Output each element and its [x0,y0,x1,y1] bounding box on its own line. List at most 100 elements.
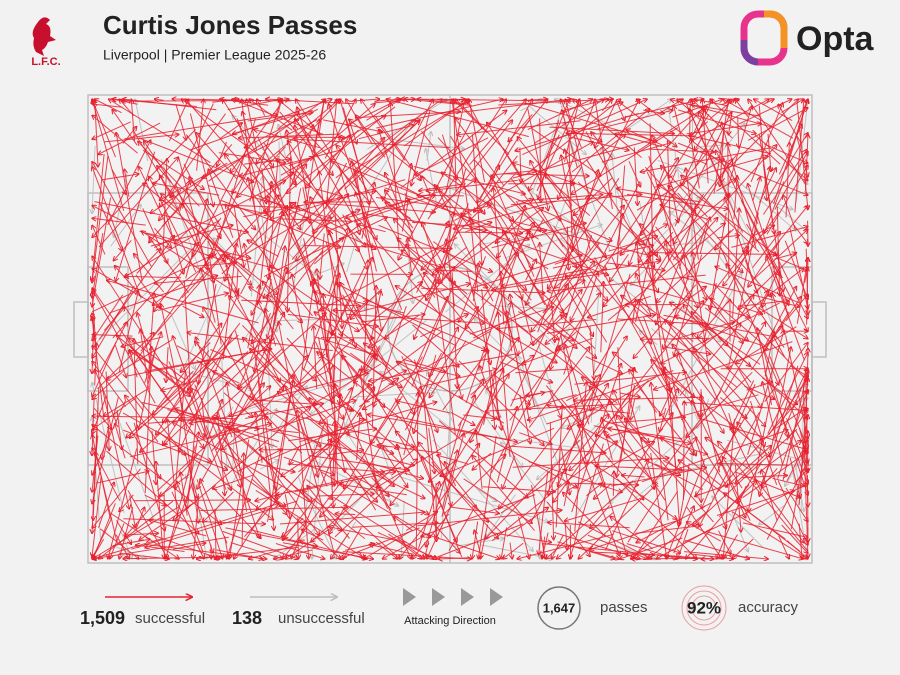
pass-arrow [185,99,290,218]
pass-arrow [699,217,710,255]
pass-arrow [342,551,472,559]
pass-arrow [278,124,287,162]
pass-arrow [660,437,722,487]
pass-arrow [663,123,745,224]
pass-arrow [565,345,590,425]
pass-arrow [426,421,462,547]
pass-arrow [135,507,145,530]
pass-arrow [761,468,778,488]
pass-arrow [257,99,266,116]
pass-arrow [766,133,808,200]
pass-arrow [794,461,804,511]
pass-arrow [259,449,329,450]
pass-arrow [270,172,293,188]
pass-arrow [123,429,227,470]
pass-arrow [531,484,546,559]
accuracy-label: accuracy [738,599,799,616]
pass-arrow [428,427,435,474]
pass-arrow [323,119,382,132]
pass-arrow [171,315,196,369]
pass-arrow [335,514,356,515]
pass-arrow [258,195,276,332]
pass-arrow [660,407,667,432]
pass-arrow [682,401,806,410]
pass-arrow [257,379,274,530]
pass-arrow [668,114,710,178]
pass-arrow [498,312,511,458]
pass-arrow [557,170,599,293]
pass-arrow [701,395,721,473]
direction-label: Attacking Direction [404,615,496,627]
pass-arrow [177,156,207,269]
pass-arrow [672,99,723,118]
pass-arrow [395,286,524,367]
pass-arrow [481,232,530,301]
pass-arrow [692,333,755,396]
pass-arrow [643,109,664,113]
pass-arrow [636,384,694,455]
pass-arrow [288,140,314,186]
pass-arrow [450,411,475,425]
pass-arrow [200,479,228,544]
pass-arrow [91,256,211,313]
pass-arrow [154,180,285,249]
pass-arrow [525,259,537,281]
pass-arrow [617,318,708,325]
pass-arrow [275,543,325,560]
pass-arrow [340,506,400,559]
pass-arrow [92,476,102,557]
pass-arrow [574,382,587,532]
pass-arrow [508,219,651,256]
pass-arrow [747,108,808,141]
legend-label: successful [135,610,205,627]
pass-arrow [704,283,717,342]
pass-arrow [641,438,674,467]
pass-arrow [287,156,292,312]
pass-arrow [569,451,591,470]
pass-arrow [612,154,622,255]
pass-arrow [302,273,339,371]
pass-arrow [533,290,582,346]
pass-arrow [487,122,564,248]
pass-arrow [205,425,231,491]
pass-arrow [366,99,402,121]
pass-arrow [298,279,314,390]
pass-arrow [748,396,772,512]
pass-arrow [431,521,460,553]
pass-arrow [212,474,253,489]
pass-arrow [152,266,205,305]
pass-arrow [648,510,710,560]
pass-arrow [376,197,482,212]
pass-arrow [181,99,273,165]
pass-arrow [125,276,182,277]
pass-arrow [651,359,692,403]
pass-arrow [368,314,420,348]
pass-arrow [686,391,699,422]
pass-arrow [200,507,347,511]
pass-arrow [230,542,283,559]
pass-arrow [464,205,492,213]
pass-arrow [712,496,764,549]
pass-arrow [378,224,493,272]
pass-arrow [385,173,402,211]
pass-arrow [371,395,403,444]
pass-arrow [538,119,560,199]
pass-arrow [571,363,622,513]
pass-arrow [122,533,158,535]
pass-arrow [759,505,785,525]
pass-arrow [713,290,768,405]
pass-arrow [189,99,332,151]
pass-arrow [271,211,283,268]
pass-arrow [243,338,327,419]
pass-arrow [602,417,613,461]
pass-arrow [412,324,459,367]
pass-arrow [228,273,239,294]
pass-arrow [667,185,755,307]
pass-arrow [570,483,639,485]
pass-arrow [668,380,679,524]
pass-arrow [184,294,238,414]
pass-arrow [503,542,524,559]
pass-arrow [114,344,126,378]
pass-arrow [238,133,341,138]
pass-arrow [314,363,382,404]
